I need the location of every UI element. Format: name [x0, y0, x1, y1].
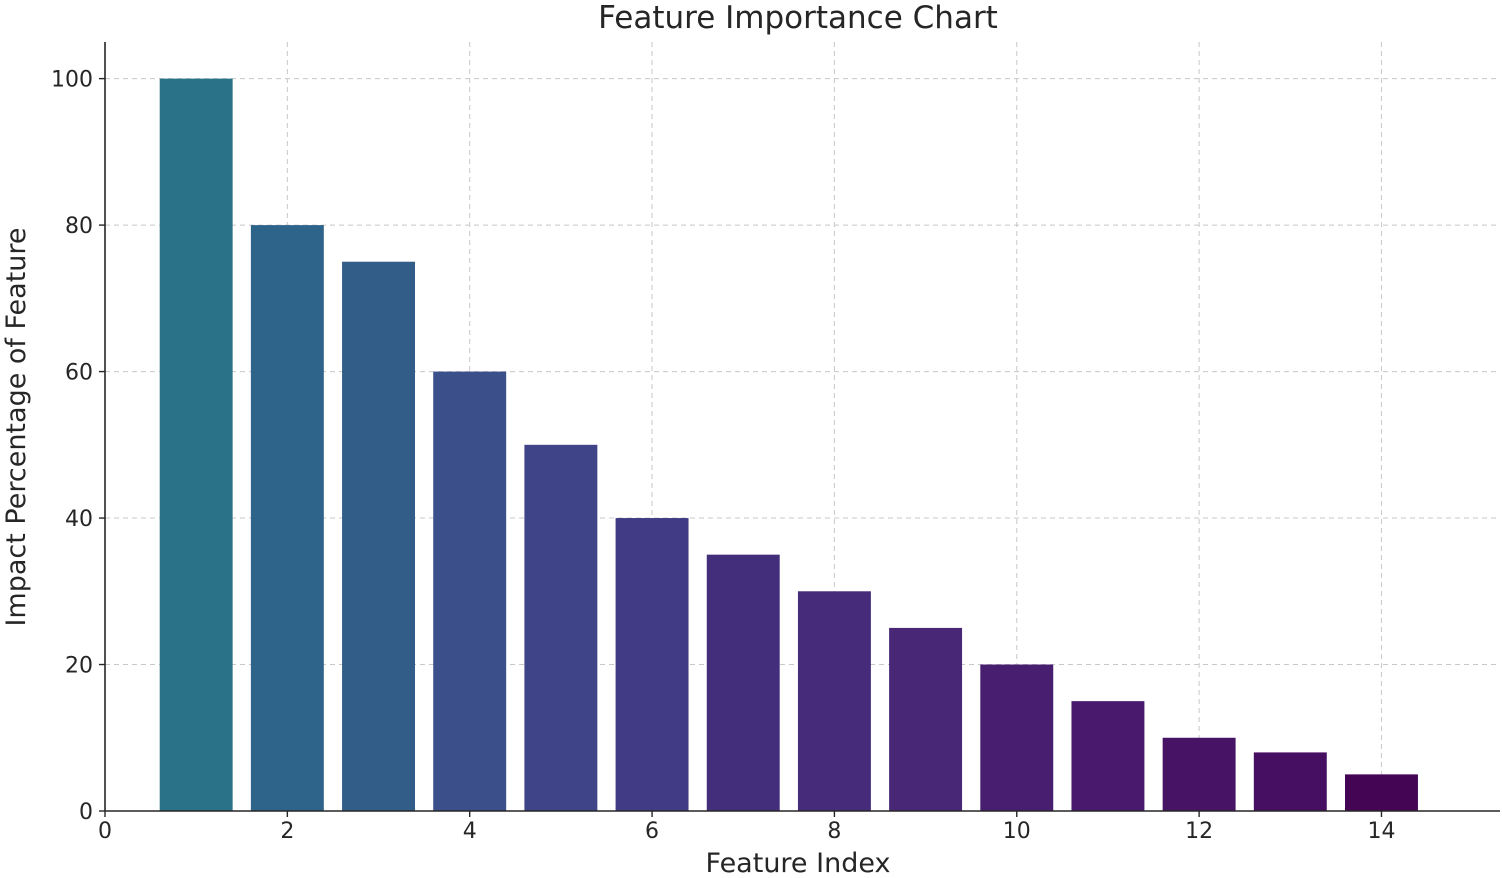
- y-tick-label: 20: [65, 654, 93, 679]
- bar-feature-1: [159, 78, 233, 812]
- bar-feature-9: [889, 627, 963, 811]
- x-tick-label: 2: [280, 819, 294, 844]
- y-ticks: 0 20 40 60 80 100: [51, 68, 105, 825]
- bar-feature-4: [433, 371, 507, 811]
- y-tick-label: 80: [65, 214, 93, 239]
- y-tick-label: 40: [65, 507, 93, 532]
- bar-feature-11: [1071, 701, 1145, 811]
- x-tick-label: 8: [827, 819, 841, 844]
- bar-feature-6: [615, 518, 689, 811]
- x-tick-label: 6: [645, 819, 659, 844]
- axes: [104, 42, 1500, 812]
- y-tick-label: 100: [51, 68, 93, 93]
- y-tick-label: 60: [65, 361, 93, 386]
- bar-feature-2: [250, 225, 324, 812]
- y-axis-title: Impact Percentage of Feature: [1, 227, 32, 626]
- x-axis-title: Feature Index: [706, 848, 891, 878]
- bar-feature-8: [797, 591, 871, 811]
- bars: [159, 78, 1418, 812]
- bar-feature-3: [342, 261, 415, 811]
- x-tick-label: 0: [98, 819, 112, 844]
- bar-feature-5: [524, 444, 598, 811]
- bar-feature-7: [706, 554, 780, 811]
- x-ticks: 0 2 4 6 8 10 12 14: [98, 811, 1395, 844]
- x-tick-label: 12: [1185, 819, 1213, 844]
- chart-title: Feature Importance Chart: [598, 0, 998, 36]
- x-tick-label: 14: [1367, 819, 1395, 844]
- y-tick-label: 0: [79, 800, 93, 825]
- x-tick-label: 10: [1003, 819, 1031, 844]
- x-tick-label: 4: [463, 819, 477, 844]
- bar-feature-10: [980, 664, 1054, 811]
- bar-feature-13: [1253, 752, 1327, 811]
- bar-feature-12: [1162, 737, 1236, 811]
- bar-feature-14: [1345, 774, 1418, 811]
